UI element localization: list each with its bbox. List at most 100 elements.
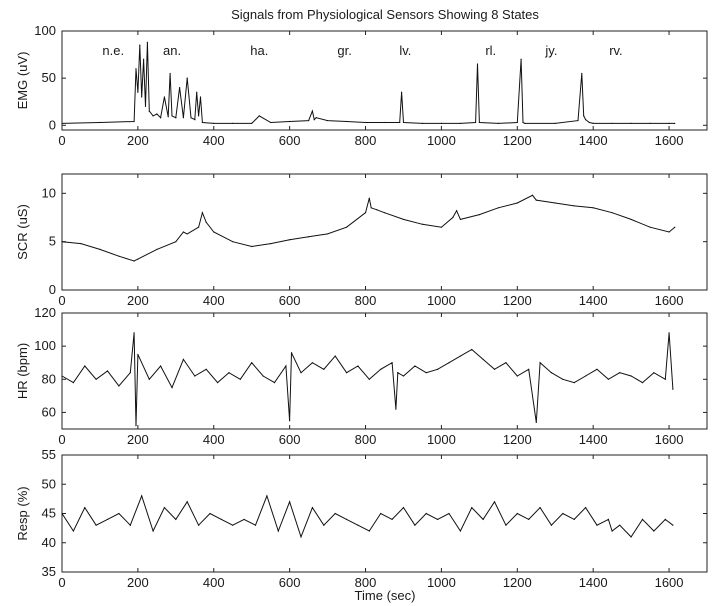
data-point (619, 372, 621, 374)
data-point (186, 77, 188, 79)
data-point (414, 365, 416, 367)
data-point (641, 382, 644, 384)
data-point (414, 524, 416, 526)
data-point (84, 507, 86, 509)
data-point (376, 209, 378, 211)
x-tick-label: 400 (203, 575, 225, 590)
x-tick-label: 1600 (655, 575, 684, 590)
x-tick-label: 1400 (579, 133, 608, 148)
state-label: jy. (544, 43, 557, 58)
data-point (482, 518, 484, 520)
data-point (668, 231, 670, 233)
x-tick-label: 600 (279, 575, 301, 590)
y-axis-label: Resp (%) (15, 486, 30, 540)
data-point (326, 233, 329, 235)
data-point (228, 372, 230, 374)
state-label: rl. (485, 43, 496, 58)
data-point (199, 96, 202, 98)
data-point (550, 524, 553, 526)
x-tick-label: 1200 (503, 432, 532, 447)
data-point (459, 218, 461, 221)
data-point (383, 121, 386, 124)
data-point (474, 121, 477, 124)
data-point (607, 378, 609, 380)
data-point (186, 501, 188, 503)
data-point (383, 212, 386, 214)
y-axis-label: HR (bpm) (15, 343, 30, 399)
x-tick-label: 0 (58, 432, 65, 447)
data-point (584, 119, 587, 121)
data-point (478, 214, 480, 216)
data-point (270, 243, 272, 245)
data-point (649, 122, 651, 124)
data-point (402, 375, 405, 377)
x-axis-label: Time (sec) (355, 588, 416, 603)
data-point (592, 122, 594, 124)
panel-axes-box (61, 30, 708, 131)
data-point (421, 122, 424, 124)
data-point (630, 375, 632, 377)
x-tick-label: 0 (58, 575, 65, 590)
y-tick-label: 100 (34, 23, 56, 38)
series-line (61, 494, 674, 539)
data-point (448, 512, 450, 515)
data-point (313, 119, 315, 121)
data-point (129, 372, 131, 374)
data-point (664, 518, 666, 520)
data-point (672, 524, 674, 526)
data-point (539, 362, 541, 364)
data-point (213, 231, 215, 233)
y-tick-label: 100 (34, 338, 56, 353)
data-point (619, 524, 621, 526)
data-point (357, 365, 359, 367)
data-point (630, 122, 632, 124)
data-point (573, 382, 575, 384)
data-point (251, 362, 253, 364)
data-point (201, 212, 203, 214)
data-point (61, 512, 63, 515)
state-label: gr. (337, 43, 351, 58)
state-label: an. (163, 43, 181, 58)
data-point (190, 117, 192, 119)
data-point (156, 113, 158, 115)
data-point (345, 226, 348, 228)
data-point (273, 382, 276, 384)
data-point (482, 358, 484, 360)
data-point (516, 202, 518, 204)
data-point (653, 530, 655, 532)
data-point (118, 385, 120, 387)
data-point (516, 121, 518, 124)
data-point (251, 122, 253, 124)
data-point (584, 507, 587, 509)
x-tick-label: 1200 (503, 575, 532, 590)
data-point (106, 518, 109, 520)
y-tick-label: 5 (49, 234, 56, 249)
data-point (300, 372, 302, 374)
data-point (573, 205, 575, 207)
data-point (175, 518, 177, 520)
data-point (216, 382, 219, 384)
data-point (630, 536, 632, 538)
data-point (664, 378, 666, 380)
data-point (334, 512, 336, 515)
data-point (99, 248, 101, 250)
data-point (437, 368, 439, 370)
data-point (368, 378, 370, 380)
data-point (194, 375, 196, 377)
data-point (163, 96, 166, 98)
panel-axes-box (61, 454, 708, 573)
x-tick-label: 1000 (427, 432, 456, 447)
data-point (425, 512, 427, 515)
data-point (402, 218, 405, 221)
data-point (611, 122, 613, 124)
data-point (323, 524, 325, 526)
y-tick-label: 120 (34, 305, 56, 320)
data-point (197, 226, 200, 228)
data-point (357, 524, 359, 526)
data-point (186, 233, 188, 235)
data-point (402, 507, 405, 509)
data-point (232, 241, 234, 243)
y-tick-label: 40 (42, 535, 56, 550)
data-point (137, 353, 139, 356)
series-line (61, 194, 676, 262)
